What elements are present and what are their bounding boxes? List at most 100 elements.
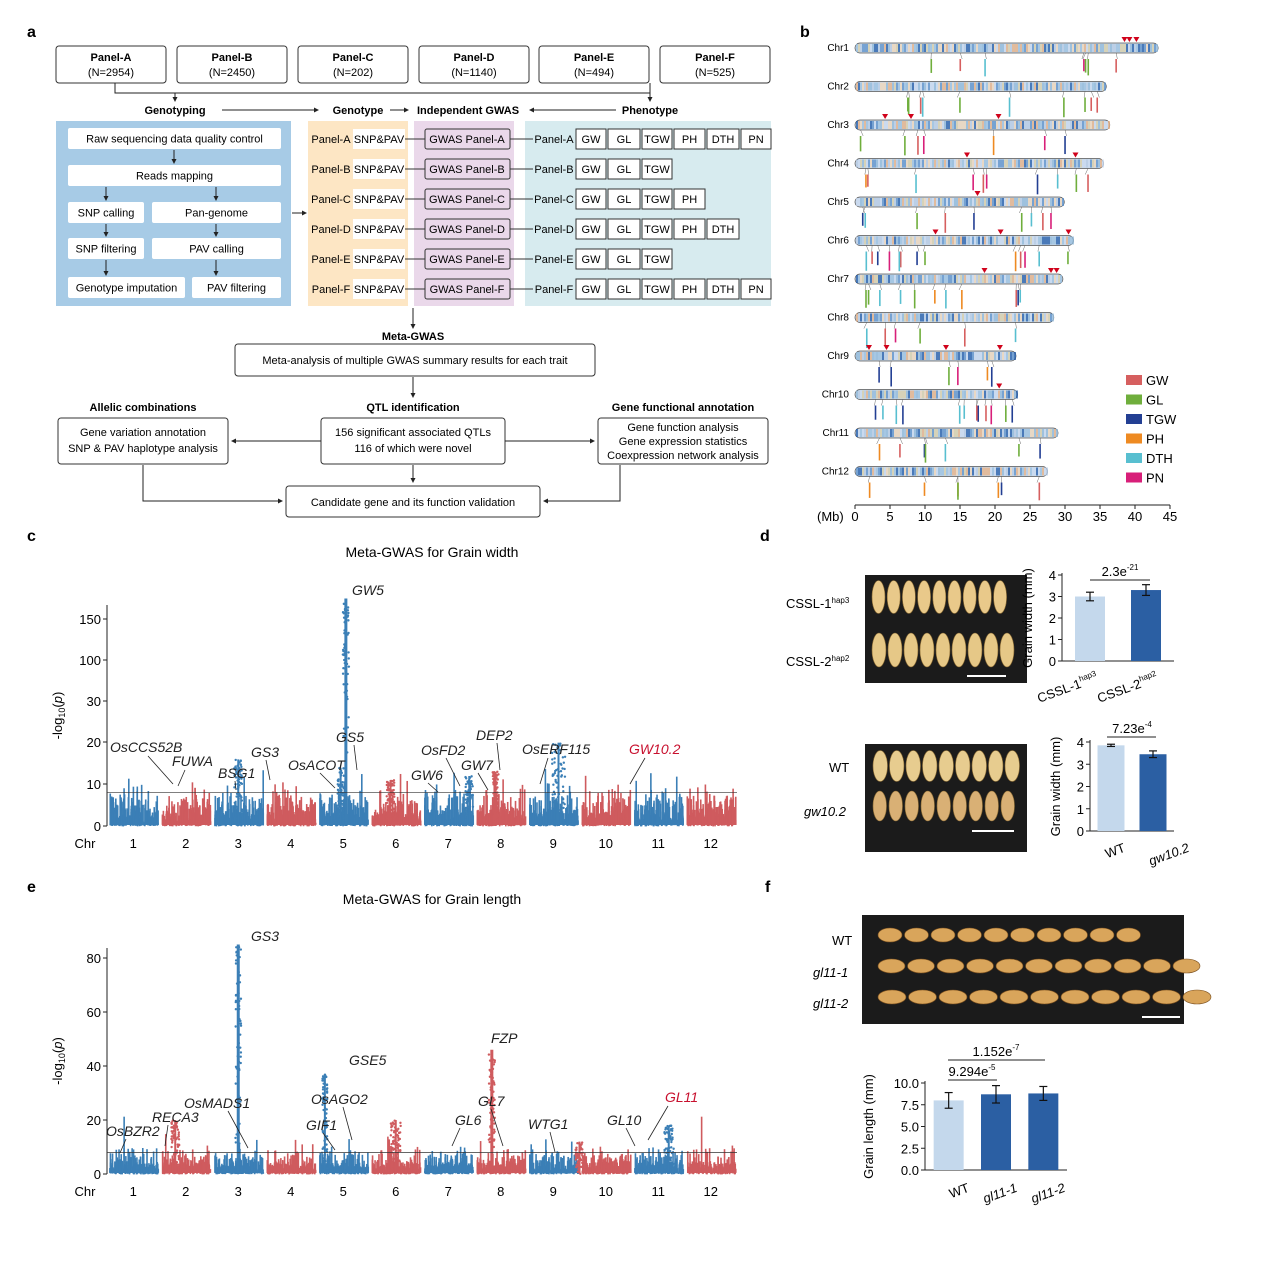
peak-point [562, 761, 566, 764]
snp-point [352, 824, 355, 827]
snp-point [605, 824, 608, 826]
snp-point [215, 810, 218, 825]
snp-point [136, 824, 139, 827]
mb-tick: 25 [1023, 509, 1037, 524]
panel-a-workflow: Panel-A(N=2954)Panel-B(N=2450)Panel-C(N=… [55, 45, 772, 518]
y-axis-label: -log10(p) [50, 1037, 67, 1085]
snp-point [712, 824, 714, 827]
snp-point [696, 821, 699, 825]
snp-point [252, 824, 255, 826]
qtl-marker-triangle [866, 345, 872, 350]
peak-point [233, 807, 236, 810]
peak-point [553, 771, 557, 775]
qtl-marker-triangle [883, 345, 890, 350]
snp-point [269, 818, 272, 825]
y-tick-label: 20 [87, 735, 101, 750]
pipeline-box [68, 165, 281, 186]
snp-point [595, 823, 597, 826]
snp-point [602, 815, 605, 825]
snp-point [402, 793, 405, 825]
peak-point [347, 665, 351, 668]
trait-gw: GW [582, 134, 602, 146]
snp-point [482, 818, 484, 825]
snp-point [185, 819, 187, 825]
panel-label-c: c [27, 528, 36, 545]
qtl-label-mark [1096, 97, 1099, 113]
snp-point [437, 815, 439, 825]
snp-point [542, 811, 545, 825]
snp-point [181, 824, 183, 826]
snp-point [729, 822, 732, 825]
snp-point [351, 824, 353, 826]
snp-point [329, 824, 331, 827]
qtl-marker-triangle [974, 191, 981, 196]
qtl-marker-triangle [981, 268, 988, 273]
snp-point [115, 1162, 117, 1173]
peak-point [347, 631, 350, 635]
qtl-label-mark [1014, 251, 1017, 272]
snp-point [574, 824, 576, 826]
y-tick-label: 100 [79, 653, 101, 668]
snp-point [531, 824, 534, 827]
snp-point [597, 820, 599, 825]
snp-point [545, 816, 548, 825]
chr-label: 10 [599, 1184, 613, 1199]
snp-point [272, 822, 274, 825]
qtl-title: QTL identification [366, 402, 460, 414]
snp-point [411, 800, 413, 825]
snp-point [194, 824, 197, 827]
gene-label-fuwa: FUWA [172, 753, 213, 769]
snp-point [550, 809, 553, 825]
chr-label: 9 [550, 1184, 557, 1199]
snp-point [358, 816, 360, 825]
snp-point [619, 810, 622, 825]
y-tick-label: 60 [87, 1005, 101, 1020]
snp-point [397, 821, 400, 825]
snp-point [296, 804, 299, 825]
snp-point [206, 815, 208, 825]
snp-point [625, 817, 628, 825]
snp-point [664, 823, 666, 825]
snp-point [655, 820, 657, 825]
snp-point [483, 795, 485, 825]
snp-point [314, 820, 316, 825]
snp-point [486, 795, 488, 825]
qtl-label-mark [907, 97, 910, 115]
y-tick-label: 0 [94, 819, 101, 834]
snp-point [124, 808, 126, 825]
snp-point [623, 824, 626, 826]
qtl-label-mark [990, 367, 993, 387]
snp-point [416, 816, 419, 825]
snp-point [343, 823, 345, 826]
qtl-label-mark [973, 213, 975, 230]
snp-point [726, 795, 729, 825]
snp-point [408, 807, 411, 825]
peak-point [386, 798, 389, 802]
qtl-label-mark [948, 367, 950, 386]
snp-point [651, 806, 654, 825]
snp-point [120, 810, 123, 825]
snp-point [142, 804, 144, 825]
qtl-label-mark [957, 482, 959, 500]
snp-point [690, 816, 692, 825]
trait-box [641, 128, 673, 150]
chromosome-label: Chr2 [827, 82, 849, 93]
y-tick-label: 30 [87, 694, 101, 709]
panel-name: Panel-F [695, 52, 735, 64]
snp-point [634, 824, 636, 827]
snp-point [174, 823, 176, 826]
snp-point [240, 812, 243, 825]
snp-point [627, 816, 630, 825]
snp-point [276, 808, 279, 825]
snp-point [292, 815, 294, 825]
snp-point [274, 805, 277, 825]
snp-point [168, 796, 170, 825]
snp-point [189, 812, 192, 825]
snp-point [116, 1165, 119, 1173]
peak-point [385, 780, 389, 784]
trait-gw: GW [582, 224, 602, 236]
snp-point [531, 820, 534, 825]
snp-point [647, 810, 650, 825]
qtl-label-mark [982, 174, 985, 193]
snp-point [307, 806, 310, 825]
